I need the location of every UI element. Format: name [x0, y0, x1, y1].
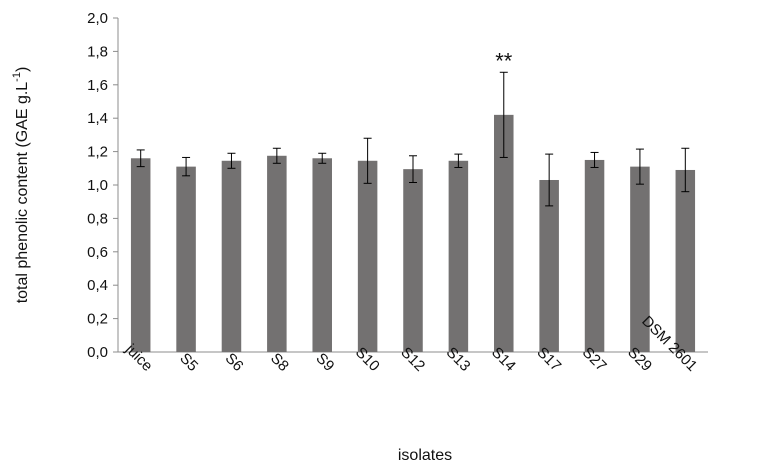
bar — [584, 159, 605, 352]
y-tick-label: 0,8 — [87, 210, 108, 227]
x-axis-title: isolates — [398, 447, 452, 464]
x-tick-label: S12 — [397, 344, 428, 375]
bar — [675, 169, 696, 352]
x-tick-label: S9 — [312, 350, 337, 375]
x-tick-label: S5 — [176, 350, 201, 375]
y-tick-label: 1,0 — [87, 177, 108, 194]
y-tick-label: 1,2 — [87, 144, 108, 161]
y-tick-label: 2,0 — [87, 10, 108, 27]
bar — [357, 160, 378, 352]
bar — [539, 179, 559, 352]
x-tick-label: S29 — [624, 344, 655, 375]
bar — [494, 114, 514, 352]
bar — [630, 166, 650, 352]
error-bars — [136, 71, 690, 207]
y-tick-label: 0,4 — [87, 277, 108, 294]
x-tick-label: S17 — [533, 344, 564, 375]
bars — [130, 114, 696, 352]
y-axis-title-superscript: -1 — [11, 72, 23, 82]
bar — [267, 155, 287, 352]
x-tick-label: juice — [121, 340, 156, 375]
bar — [221, 160, 242, 352]
y-axis-ticks: 0,0 0,2 0,4 0,6 0,8 1,0 1,2 1,4 1,6 1,8 2,0 — [87, 10, 118, 361]
y-tick-label: 1,8 — [87, 43, 108, 60]
bar — [176, 166, 196, 352]
significance-annotation: ** — [495, 48, 513, 73]
bar — [403, 169, 423, 352]
bar — [448, 160, 469, 352]
y-tick-label: 0,6 — [87, 244, 108, 261]
y-tick-label: 1,4 — [87, 110, 108, 127]
bar — [130, 158, 151, 352]
x-tick-label: S13 — [443, 344, 474, 375]
y-tick-label: 1,6 — [87, 77, 108, 94]
x-tick-label: S6 — [222, 350, 247, 375]
y-axis-title: total phenolic content (GAE g.L-1) — [11, 67, 31, 304]
x-tick-label: S27 — [579, 344, 610, 375]
x-tick-label: S10 — [352, 344, 383, 375]
x-tick-label: S8 — [267, 350, 292, 375]
x-tick-label: S14 — [488, 344, 519, 375]
y-axis-title-close: ) — [14, 67, 31, 72]
bar — [312, 158, 332, 352]
y-axis-title-main: total phenolic content (GAE g.L — [14, 82, 31, 304]
y-tick-label: 0,2 — [87, 311, 108, 328]
y-tick-label: 0,0 — [87, 344, 108, 361]
